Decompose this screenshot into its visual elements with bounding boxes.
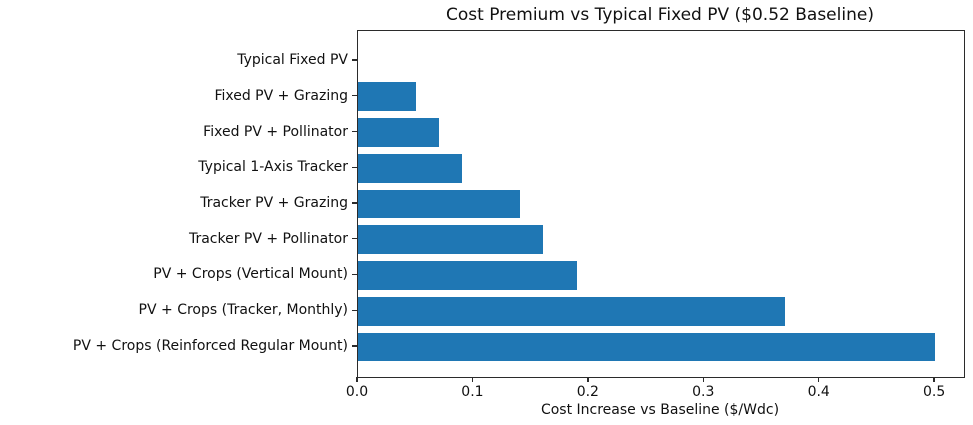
plot-area: [357, 30, 965, 378]
x-tick-mark: [818, 377, 820, 383]
x-tick-label: 0.3: [692, 384, 715, 400]
y-tick-label: Typical 1-Axis Tracker: [198, 159, 348, 176]
y-tick-mark: [352, 130, 357, 133]
y-tick-mark: [352, 59, 357, 61]
x-tick-mark: [471, 377, 474, 383]
x-tick-mark: [356, 377, 358, 383]
y-tick-label: Tracker PV + Pollinator: [188, 230, 348, 247]
y-tick-label: Typical Fixed PV: [237, 52, 348, 69]
x-tick-label: 0.5: [923, 384, 946, 400]
x-tick-label: 0.2: [576, 384, 599, 400]
y-tick-mark: [352, 166, 357, 168]
x-tick-label: 0.1: [461, 384, 484, 400]
y-tick-label: PV + Crops (Reinforced Regular Mount): [72, 337, 348, 354]
bar: [358, 189, 520, 219]
bar: [358, 153, 462, 183]
bar: [358, 82, 416, 112]
y-tick-label: Tracker PV + Grazing: [200, 195, 348, 211]
y-axis-labels: Typical Fixed PV Fixed PV + Grazing Fixed …: [0, 30, 348, 376]
y-tick-mark: [352, 238, 357, 240]
y-tick-mark: [352, 309, 357, 311]
bar: [358, 118, 439, 147]
y-tick-mark: [352, 95, 357, 97]
y-tick-label: Fixed PV + Pollinator: [203, 123, 348, 140]
bar: [358, 225, 543, 255]
bar: [358, 261, 578, 290]
x-tick-label: 0.4: [807, 384, 830, 400]
y-tick-mark: [352, 202, 357, 204]
y-tick-mark: [352, 345, 357, 347]
bar: [358, 332, 936, 362]
y-tick-label: PV + Crops (Tracker, Monthly): [138, 302, 348, 319]
x-axis-label: Cost Increase vs Baseline ($/Wdc): [540, 402, 780, 418]
x-tick-mark: [587, 377, 589, 383]
x-tick-mark: [702, 377, 704, 383]
y-tick-mark: [352, 273, 357, 276]
bar: [358, 296, 786, 326]
x-tick-label: 0.0: [345, 384, 369, 400]
x-tick-mark: [933, 377, 935, 383]
y-tick-label: PV + Crops (Vertical Mount): [153, 266, 348, 283]
y-tick-label: Fixed PV + Grazing: [214, 87, 348, 104]
chart-title: Cost Premium vs Typical Fixed PV ($0.52 …: [446, 5, 874, 25]
